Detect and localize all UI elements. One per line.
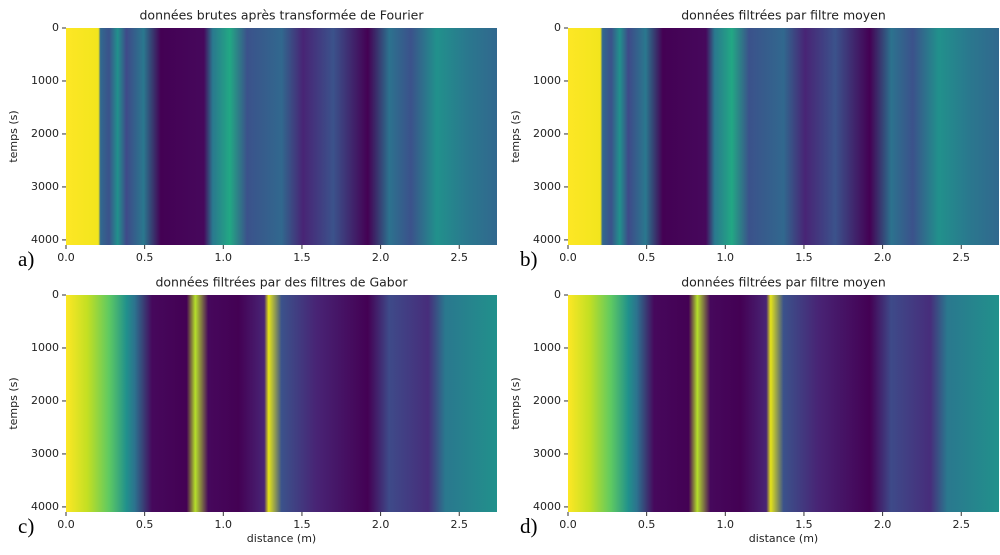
x-tick-label: 0.0 — [57, 251, 75, 264]
y-tick-label: 2000 — [31, 394, 59, 407]
y-tick-label: 0 — [554, 21, 561, 34]
heatmap-image — [66, 295, 497, 512]
x-tick-label: 2.0 — [372, 251, 390, 264]
x-tick-label: 1.5 — [795, 518, 813, 531]
x-tick-label: 0.5 — [136, 518, 154, 531]
x-tick-label: 0.0 — [57, 518, 75, 531]
panel-title: données brutes après transformée de Four… — [140, 8, 425, 23]
x-tick-label: 0.0 — [559, 518, 577, 531]
heatmap-image — [568, 295, 999, 512]
x-tick-label: 1.5 — [293, 518, 311, 531]
x-tick-label: 2.0 — [874, 518, 892, 531]
x-tick-label: 2.5 — [952, 251, 970, 264]
y-tick-label: 4000 — [31, 233, 59, 246]
x-tick-label: 1.0 — [215, 518, 233, 531]
y-tick-label: 3000 — [31, 180, 59, 193]
x-tick-label: 2.0 — [372, 518, 390, 531]
panel-label: c) — [18, 514, 34, 538]
x-tick-label: 2.5 — [952, 518, 970, 531]
x-axis-label: distance (m) — [749, 532, 818, 545]
y-tick-label: 4000 — [31, 500, 59, 513]
y-axis-label: temps (s) — [7, 110, 20, 162]
x-tick-label: 1.0 — [215, 251, 233, 264]
panel-title: données filtrées par filtre moyen — [681, 275, 886, 290]
y-axis-label: temps (s) — [509, 110, 522, 162]
x-tick-label: 1.0 — [717, 518, 735, 531]
y-tick-label: 1000 — [533, 74, 561, 87]
heatmap-image — [66, 28, 497, 245]
x-tick-label: 1.5 — [293, 251, 311, 264]
x-axis-label: distance (m) — [247, 532, 316, 545]
y-tick-label: 4000 — [533, 233, 561, 246]
panel-label: d) — [520, 514, 538, 538]
panel: données filtrées par des filtres de Gabo… — [7, 275, 497, 545]
x-tick-label: 1.0 — [717, 251, 735, 264]
y-tick-label: 1000 — [31, 341, 59, 354]
y-tick-label: 3000 — [533, 180, 561, 193]
y-tick-label: 2000 — [31, 127, 59, 140]
x-tick-label: 0.5 — [638, 251, 656, 264]
panel: données brutes après transformée de Four… — [7, 8, 497, 271]
x-tick-label: 1.5 — [795, 251, 813, 264]
x-tick-label: 2.0 — [874, 251, 892, 264]
x-tick-label: 0.5 — [638, 518, 656, 531]
x-tick-label: 2.5 — [450, 518, 468, 531]
x-tick-label: 0.5 — [136, 251, 154, 264]
y-tick-label: 0 — [52, 288, 59, 301]
y-tick-label: 2000 — [533, 127, 561, 140]
panel-title: données filtrées par des filtres de Gabo… — [155, 275, 408, 290]
y-axis-label: temps (s) — [509, 377, 522, 429]
y-tick-label: 1000 — [533, 341, 561, 354]
x-tick-label: 0.0 — [559, 251, 577, 264]
x-tick-label: 2.5 — [450, 251, 468, 264]
y-tick-label: 1000 — [31, 74, 59, 87]
y-tick-label: 2000 — [533, 394, 561, 407]
y-axis-label: temps (s) — [7, 377, 20, 429]
panel-label: b) — [520, 247, 538, 271]
panel-title: données filtrées par filtre moyen — [681, 8, 886, 23]
y-tick-label: 3000 — [533, 447, 561, 460]
panel: données filtrées par filtre moyen 0 1000 20… — [509, 8, 999, 271]
panel-label: a) — [18, 247, 34, 271]
y-tick-label: 0 — [52, 21, 59, 34]
y-tick-label: 4000 — [533, 500, 561, 513]
y-tick-label: 0 — [554, 288, 561, 301]
panel: données filtrées par filtre moyen 0 1000 20… — [509, 275, 999, 545]
y-tick-label: 3000 — [31, 447, 59, 460]
heatmap-image — [568, 28, 999, 245]
